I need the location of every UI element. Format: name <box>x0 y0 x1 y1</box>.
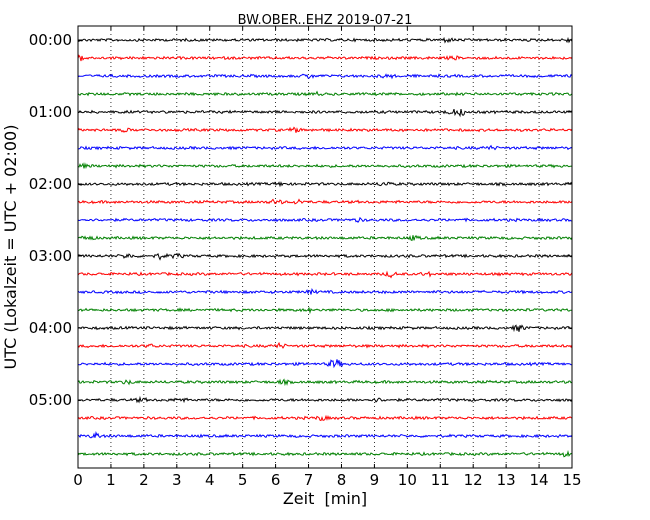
trace-line <box>77 414 573 422</box>
y-tick-label: 00:00 <box>29 31 72 49</box>
trace-line <box>77 449 573 458</box>
trace-line <box>77 216 573 224</box>
y-axis-label: UTC (Lokalzeit = UTC + 02:00) <box>1 125 20 370</box>
x-tick-label: 6 <box>271 471 281 489</box>
x-tick-label: 0 <box>73 471 83 489</box>
trace-line <box>77 90 573 97</box>
y-tick-label: 03:00 <box>29 247 72 265</box>
x-tick-label: 11 <box>431 471 450 489</box>
trace-line <box>77 126 573 133</box>
y-tick-label: 02:00 <box>29 175 72 193</box>
trace-line <box>77 181 573 188</box>
y-tick-label: 01:00 <box>29 103 72 121</box>
trace-line <box>77 324 573 333</box>
trace-line <box>77 108 573 118</box>
trace-line <box>77 54 573 62</box>
trace-line <box>77 395 573 404</box>
x-tick-label: 14 <box>530 471 549 489</box>
trace-line <box>77 234 573 242</box>
x-axis-ticks: 0 1 2 3 4 5 6 7 8 9 10 11 12 13 14 15 <box>73 26 582 489</box>
trace-line <box>77 36 573 44</box>
chart-title: BW.OBER..EHZ 2019-07-21 <box>238 13 413 28</box>
x-tick-label: 4 <box>205 471 215 489</box>
grid-lines <box>110 26 540 468</box>
x-tick-label: 9 <box>370 471 380 489</box>
seismic-traces <box>77 36 573 458</box>
y-axis-ticks: 00:00 01:00 02:00 03:00 04:00 05:00 <box>29 31 572 409</box>
x-tick-label: 8 <box>337 471 347 489</box>
x-tick-label: 15 <box>562 471 581 489</box>
trace-line <box>77 359 572 369</box>
x-tick-label: 5 <box>238 471 248 489</box>
x-tick-label: 2 <box>139 471 149 489</box>
x-tick-label: 10 <box>398 471 417 489</box>
trace-line <box>77 270 573 279</box>
trace-line <box>77 430 573 439</box>
trace-line <box>77 306 572 315</box>
x-tick-label: 3 <box>172 471 182 489</box>
trace-line <box>77 198 573 205</box>
y-tick-label: 05:00 <box>29 391 72 409</box>
plot-frame <box>77 25 573 469</box>
trace-line <box>77 162 573 170</box>
trace-line <box>77 341 573 349</box>
y-tick-label: 04:00 <box>29 319 72 337</box>
trace-line <box>77 378 573 387</box>
x-tick-label: 1 <box>106 471 116 489</box>
trace-line <box>78 144 573 151</box>
x-tick-label: 12 <box>464 471 483 489</box>
x-tick-label: 13 <box>497 471 516 489</box>
x-axis-label: Zeit [min] <box>283 489 367 508</box>
x-tick-label: 7 <box>304 471 314 489</box>
trace-line <box>77 288 573 295</box>
trace-line <box>77 252 573 261</box>
trace-line <box>77 73 573 80</box>
